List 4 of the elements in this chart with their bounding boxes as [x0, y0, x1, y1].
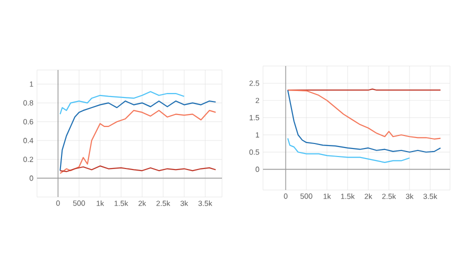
line-series	[60, 100, 216, 172]
line-series	[60, 110, 216, 174]
line-series	[287, 90, 442, 153]
line-series	[287, 90, 442, 140]
